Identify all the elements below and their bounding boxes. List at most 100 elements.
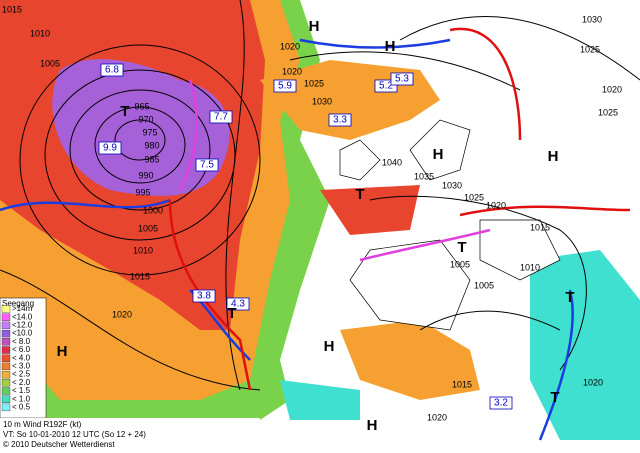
footer-text: 10 m Wind R192F (kt) xyxy=(3,420,82,429)
legend-label: < 1.0 xyxy=(12,394,31,403)
sea-orange xyxy=(340,320,480,400)
legend-swatch xyxy=(1,305,11,313)
isobar-label: 1000 xyxy=(143,205,163,215)
isobar-label: 1020 xyxy=(583,377,603,387)
legend-label: >14m xyxy=(12,304,33,313)
isobar-label: 1025 xyxy=(580,44,600,54)
wave-box xyxy=(390,72,414,86)
isobar-label: 990 xyxy=(138,170,153,180)
legend-swatch xyxy=(1,403,11,412)
pressure-center: H xyxy=(57,343,68,360)
fronts xyxy=(0,27,631,441)
isobar-label: 1010 xyxy=(520,262,540,272)
isobar-label: 1020 xyxy=(282,66,302,76)
pressure-center: T xyxy=(565,289,574,306)
isobar-lines xyxy=(0,0,640,391)
wave-box xyxy=(100,63,124,77)
footer-box xyxy=(0,418,260,453)
isobar-label: 1035 xyxy=(414,171,434,181)
wave-box xyxy=(273,79,297,93)
wave-height: 5.2 xyxy=(379,81,393,92)
pressure-center: T xyxy=(457,239,466,256)
pressure-center: H xyxy=(433,146,444,163)
pressure-center: H xyxy=(309,18,320,35)
legend-swatch xyxy=(1,395,11,403)
legend-swatch xyxy=(1,370,11,379)
wave-box xyxy=(98,141,122,155)
wave-box xyxy=(226,297,250,311)
legend-label: <10.0 xyxy=(12,329,33,338)
legend-title: Seegang xyxy=(2,299,34,308)
legend-swatch xyxy=(1,387,11,395)
legend-label: < 8.0 xyxy=(12,337,31,346)
isobar-label: 965 xyxy=(134,101,149,111)
isobar-label: 1015 xyxy=(130,271,150,281)
wave-height: 4.3 xyxy=(231,299,245,310)
isobar-label: 970 xyxy=(138,114,153,124)
wave-height: 3.3 xyxy=(333,115,347,126)
land xyxy=(339,119,561,331)
wave-box xyxy=(489,396,513,410)
isobar-label: 1015 xyxy=(2,4,22,14)
pressure-center: H xyxy=(367,417,378,434)
pressure-center: T xyxy=(227,305,236,322)
footer-text: VT: So 10-01-2010 12 UTC (So 12 + 24) xyxy=(3,430,146,439)
isobar-label: 1030 xyxy=(582,14,602,24)
wave-box xyxy=(195,158,219,172)
wave-height: 3.2 xyxy=(494,398,508,409)
legend-swatch xyxy=(1,313,11,321)
isobar-label: 1015 xyxy=(452,379,472,389)
wave-height: 7.7 xyxy=(214,112,228,123)
wave-height: 5.3 xyxy=(395,74,409,85)
legend-label: < 4.0 xyxy=(12,353,31,362)
isobar-label: 1020 xyxy=(280,41,300,51)
isobar-label: 1005 xyxy=(450,259,470,269)
legend-swatch xyxy=(1,321,11,330)
wave-box xyxy=(209,110,233,124)
isobar-label: 1005 xyxy=(40,58,60,68)
isobar-label: 1005 xyxy=(138,223,158,233)
legend-swatch xyxy=(1,338,11,346)
pressure-center: T xyxy=(355,186,364,203)
legend-swatch xyxy=(1,362,11,371)
isobar-label: 1025 xyxy=(464,192,484,202)
footer-text: © 2010 Deutscher Wetterdienst xyxy=(3,440,115,449)
legend-label: <14.0 xyxy=(12,312,33,321)
legend-label: < 1.5 xyxy=(12,386,31,395)
legend-swatch xyxy=(1,379,11,387)
legend-label: < 3.0 xyxy=(12,362,31,371)
pressure-center: H xyxy=(548,148,559,165)
isobar-label: 1020 xyxy=(112,309,132,319)
wave-height: 5.9 xyxy=(278,81,292,92)
sea-cyan xyxy=(280,380,360,420)
wave-box xyxy=(328,113,352,127)
isobar-label: 1025 xyxy=(304,78,324,88)
isobar-label: 1020 xyxy=(486,200,506,210)
legend-label: < 2.5 xyxy=(12,370,31,379)
sea-red xyxy=(320,185,420,235)
isobar-label: 975 xyxy=(142,127,157,137)
isobar-label: 1025 xyxy=(598,107,618,117)
isobar-label: 995 xyxy=(135,187,150,197)
legend-swatch xyxy=(1,329,11,338)
isobar-label: 1030 xyxy=(312,96,332,106)
legend-swatch xyxy=(1,354,11,362)
isobar-label: 1015 xyxy=(530,222,550,232)
legend-label: <12.0 xyxy=(12,321,33,330)
wave-height: 7.5 xyxy=(200,160,214,171)
isobar-label: 985 xyxy=(144,154,159,164)
legend-label: < 0.5 xyxy=(12,403,31,412)
legend-label: < 2.0 xyxy=(12,378,31,387)
wave-height: 6.8 xyxy=(105,65,119,76)
pressure-center: T xyxy=(120,103,129,120)
legend-swatch xyxy=(1,346,11,354)
isobar-label: 1020 xyxy=(602,84,622,94)
isobar-label: 1010 xyxy=(133,245,153,255)
wave-height: 9.9 xyxy=(103,143,117,154)
isobar-label: 1040 xyxy=(382,157,402,167)
isobar-label: 1005 xyxy=(474,280,494,290)
wave-height: 3.8 xyxy=(197,291,211,302)
sea-purple xyxy=(52,59,230,196)
isobar-label: 980 xyxy=(144,140,159,150)
